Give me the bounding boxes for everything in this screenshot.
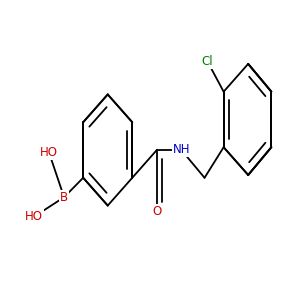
Text: HO: HO xyxy=(40,146,58,159)
Text: NH: NH xyxy=(172,143,190,157)
Text: Cl: Cl xyxy=(202,55,213,68)
Text: HO: HO xyxy=(25,210,43,223)
Text: B: B xyxy=(60,191,68,204)
Text: O: O xyxy=(152,205,161,218)
